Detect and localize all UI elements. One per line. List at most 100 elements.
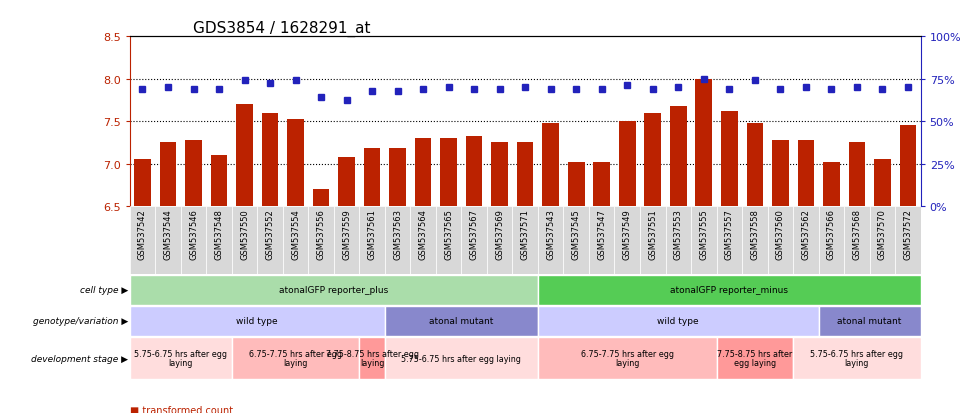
Bar [283, 206, 308, 275]
Bar [666, 206, 691, 275]
Text: GSM537545: GSM537545 [572, 209, 580, 259]
Bar [768, 206, 793, 275]
Bar [717, 337, 793, 379]
Text: GSM537569: GSM537569 [495, 209, 505, 259]
Bar [844, 206, 870, 275]
Bar [333, 206, 359, 275]
Text: 7.75-8.75 hrs after egg
laying: 7.75-8.75 hrs after egg laying [326, 349, 419, 368]
Bar [287, 120, 304, 206]
Text: GSM537552: GSM537552 [265, 209, 275, 259]
Bar [517, 143, 533, 206]
Bar [798, 140, 814, 206]
Text: GSM537554: GSM537554 [291, 209, 300, 259]
Text: GSM537570: GSM537570 [877, 209, 887, 259]
Bar [232, 206, 258, 275]
Text: GSM537556: GSM537556 [316, 209, 326, 259]
Bar [793, 206, 819, 275]
Bar [384, 306, 538, 336]
Text: GSM537558: GSM537558 [751, 209, 759, 259]
Bar [338, 157, 355, 206]
Bar [819, 206, 844, 275]
Bar [181, 206, 207, 275]
Text: GSM537563: GSM537563 [393, 209, 402, 259]
Text: GSM537553: GSM537553 [674, 209, 682, 259]
Text: development stage ▶: development stage ▶ [31, 354, 128, 363]
Bar [538, 337, 717, 379]
Text: GSM537543: GSM537543 [546, 209, 555, 259]
Bar [691, 206, 717, 275]
Bar [589, 206, 614, 275]
Bar [160, 143, 176, 206]
Bar [466, 136, 482, 206]
Bar [538, 275, 921, 305]
Bar [440, 139, 456, 206]
Text: genotype/variation ▶: genotype/variation ▶ [33, 317, 128, 325]
Text: 5.75-6.75 hrs after egg
laying: 5.75-6.75 hrs after egg laying [135, 349, 227, 368]
Text: GSM537572: GSM537572 [903, 209, 912, 259]
Bar [207, 206, 232, 275]
Bar [308, 206, 333, 275]
Bar [849, 143, 865, 206]
Text: 5.75-6.75 hrs after egg laying: 5.75-6.75 hrs after egg laying [402, 354, 521, 363]
Bar [487, 206, 512, 275]
Text: 6.75-7.75 hrs after egg
laying: 6.75-7.75 hrs after egg laying [249, 349, 342, 368]
Bar [415, 139, 431, 206]
Bar [899, 125, 916, 206]
Bar [742, 206, 768, 275]
Bar [619, 122, 635, 206]
Bar [512, 206, 538, 275]
Bar [156, 206, 181, 275]
Text: GSM537544: GSM537544 [163, 209, 173, 259]
Bar [461, 206, 487, 275]
Bar [261, 113, 279, 206]
Text: 7.75-8.75 hrs after
egg laying: 7.75-8.75 hrs after egg laying [717, 349, 793, 368]
Bar [384, 206, 410, 275]
Text: GSM537567: GSM537567 [470, 209, 479, 259]
Bar [364, 149, 381, 206]
Bar [640, 206, 666, 275]
Bar [747, 123, 763, 206]
Text: GSM537551: GSM537551 [649, 209, 657, 259]
Text: GSM537548: GSM537548 [214, 209, 224, 259]
Bar [389, 149, 406, 206]
Bar [130, 206, 156, 275]
Text: atonalGFP reporter_minus: atonalGFP reporter_minus [670, 286, 788, 294]
Bar [568, 162, 584, 206]
Text: wild type: wild type [236, 317, 278, 325]
Bar [717, 206, 742, 275]
Bar [258, 206, 283, 275]
Bar [135, 160, 151, 206]
Bar [236, 105, 253, 206]
Bar [645, 113, 661, 206]
Bar [232, 337, 359, 379]
Bar [436, 206, 461, 275]
Bar [594, 162, 610, 206]
Bar [614, 206, 640, 275]
Bar [210, 156, 228, 206]
Text: GSM537568: GSM537568 [852, 209, 861, 259]
Text: ■ transformed count: ■ transformed count [130, 405, 233, 413]
Bar [410, 206, 436, 275]
Bar [130, 275, 538, 305]
Text: GSM537566: GSM537566 [826, 209, 836, 259]
Text: GSM537561: GSM537561 [368, 209, 377, 259]
Text: 6.75-7.75 hrs after egg
laying: 6.75-7.75 hrs after egg laying [580, 349, 674, 368]
Text: cell type ▶: cell type ▶ [80, 286, 128, 294]
Bar [130, 337, 232, 379]
Text: GDS3854 / 1628291_at: GDS3854 / 1628291_at [193, 21, 371, 37]
Bar [721, 112, 738, 206]
Text: atonal mutant: atonal mutant [837, 317, 901, 325]
Text: GSM537560: GSM537560 [776, 209, 785, 259]
Bar [359, 206, 384, 275]
Text: 5.75-6.75 hrs after egg
laying: 5.75-6.75 hrs after egg laying [810, 349, 903, 368]
Text: GSM537549: GSM537549 [623, 209, 631, 259]
Bar [491, 143, 508, 206]
Bar [359, 337, 384, 379]
Text: GSM537546: GSM537546 [189, 209, 198, 259]
Bar [563, 206, 589, 275]
Text: atonal mutant: atonal mutant [430, 317, 494, 325]
Bar [696, 79, 712, 206]
Bar [875, 160, 891, 206]
Text: GSM537550: GSM537550 [240, 209, 249, 259]
Text: GSM537547: GSM537547 [597, 209, 606, 259]
